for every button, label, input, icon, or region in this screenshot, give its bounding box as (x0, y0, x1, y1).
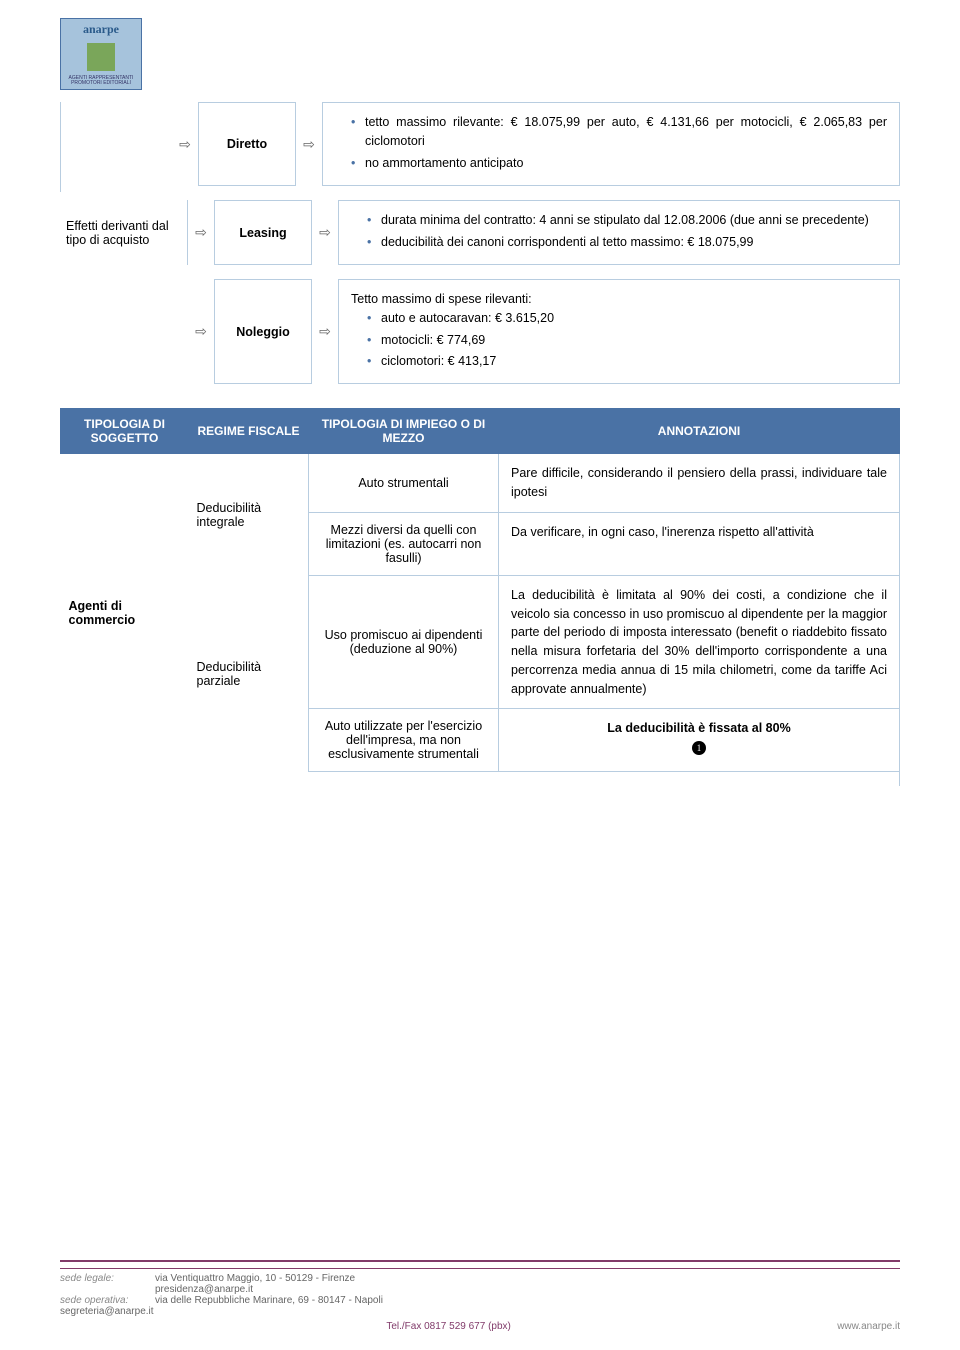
header-annotazioni: ANNOTAZIONI (499, 409, 900, 454)
arrow-icon: ⇨ (312, 200, 338, 265)
detail-noleggio: Tetto massimo di spese rilevanti: auto e… (338, 279, 900, 385)
list-item: tetto massimo rilevante: € 18.075,99 per… (351, 113, 887, 152)
list-item: motocicli: € 774,69 (367, 331, 887, 350)
detail-diretto: tetto massimo rilevante: € 18.075,99 per… (322, 102, 900, 186)
footer-tel: Tel./Fax 0817 529 677 (pbx) (386, 1321, 511, 1332)
footer-sede-op-label: sede operativa: (60, 1295, 155, 1306)
list-item: ciclomotori: € 413,17 (367, 352, 887, 371)
header-regime: REGIME FISCALE (189, 409, 309, 454)
cell-regime-parziale: Deducibilità parziale (189, 575, 309, 772)
noleggio-intro: Tetto massimo di spese rilevanti: (351, 290, 887, 309)
footer-email: segreteria@anarpe.it (60, 1306, 154, 1317)
cell-mezzo: Auto strumentali (309, 454, 499, 513)
list-item: deducibilità dei canoni corrispondenti a… (367, 233, 887, 252)
footer-sede-legale-label: sede legale: (60, 1273, 155, 1284)
circled-number-icon: 1 (692, 741, 706, 755)
cell-soggetto: Agenti di commercio (61, 454, 189, 772)
main-table: TIPOLOGIA DI SOGGETTO REGIME FISCALE TIP… (60, 408, 900, 772)
logo-brand: anarpe (83, 22, 119, 37)
effetti-label: Effetti derivanti dal tipo di acquisto (60, 200, 188, 265)
cell-annotation: La deducibilità è fissata al 80% 1 (499, 709, 900, 772)
list-item: durata minima del contratto: 4 anni se s… (367, 211, 887, 230)
cell-annotation: Pare difficile, considerando il pensiero… (499, 454, 900, 513)
arrow-icon: ⇨ (172, 102, 198, 186)
mode-noleggio: Noleggio (214, 279, 312, 385)
header-soggetto: TIPOLOGIA DI SOGGETTO (61, 409, 189, 454)
arrow-icon: ⇨ (188, 200, 214, 265)
footer-sede-op: via delle Repubbliche Marinare, 69 - 801… (155, 1295, 383, 1306)
header-mezzo: TIPOLOGIA DI IMPIEGO O DI MEZZO (309, 409, 499, 454)
cell-mezzo: Auto utilizzate per l'esercizio dell'imp… (309, 709, 499, 772)
cell-mezzo: Uso promiscuo ai dipendenti (deduzione a… (309, 575, 499, 709)
mode-leasing: Leasing (214, 200, 312, 265)
detail-leasing: durata minima del contratto: 4 anni se s… (338, 200, 900, 265)
row-leasing: Effetti derivanti dal tipo di acquisto ⇨… (60, 200, 900, 265)
arrow-icon: ⇨ (312, 279, 338, 385)
cell-annotation: Da verificare, in ogni caso, l'inerenza … (499, 512, 900, 575)
footer-site: www.anarpe.it (837, 1321, 900, 1332)
footer: sede legale: via Ventiquattro Maggio, 10… (60, 1260, 900, 1332)
arrow-icon: ⇨ (296, 102, 322, 186)
logo-sub: AGENTI RAPPRESENTANTIPROMOTORI EDITORIAL… (69, 76, 134, 86)
footer-email: presidenza@anarpe.it (155, 1284, 253, 1295)
tree-icon (76, 38, 126, 76)
cell-annotation: La deducibilità è limitata al 90% dei co… (499, 575, 900, 709)
logo: anarpe AGENTI RAPPRESENTANTIPROMOTORI ED… (60, 18, 142, 90)
arrow-icon: ⇨ (188, 279, 214, 385)
cell-regime-integrale: Deducibilità integrale (189, 454, 309, 576)
row-noleggio: ⇨ Noleggio ⇨ Tetto massimo di spese rile… (60, 279, 900, 385)
list-item: no ammortamento anticipato (351, 154, 887, 173)
list-item: auto e autocaravan: € 3.615,20 (367, 309, 887, 328)
cell-mezzo: Mezzi diversi da quelli con limitazioni … (309, 512, 499, 575)
footer-sede-legale: via Ventiquattro Maggio, 10 - 50129 - Fi… (155, 1273, 355, 1284)
mode-diretto: Diretto (198, 102, 296, 186)
row-diretto-outer: ⇨ Diretto ⇨ tetto massimo rilevante: € 1… (60, 102, 900, 192)
